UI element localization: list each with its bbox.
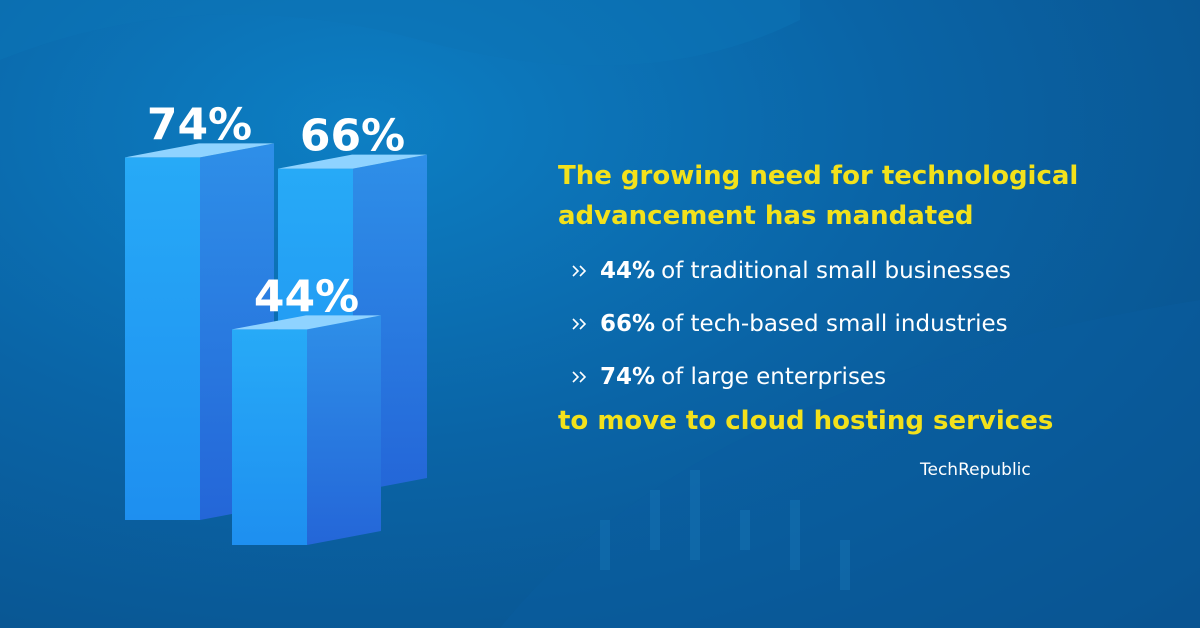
bar-value-label: 66%	[300, 111, 405, 162]
bullet-icon	[572, 265, 587, 277]
bullet-value: 74%	[600, 364, 656, 390]
bar	[125, 157, 200, 520]
bullet: 44% of traditional small businesses	[570, 258, 1011, 284]
bullet-value: 44%	[600, 258, 656, 284]
footer-text: to move to cloud hosting services	[558, 406, 1054, 436]
bullet: 66% of tech-based small industries	[570, 311, 1008, 337]
bullet-value: 66%	[600, 311, 656, 337]
bullet-icon	[572, 371, 587, 383]
bar-chart: 74% 66% 44%	[125, 99, 427, 545]
headline: The growing need for technological advan…	[558, 161, 1079, 231]
bullet-text: of traditional small businesses	[661, 258, 1011, 284]
bar-top	[232, 315, 381, 330]
bullet: 74% of large enterprises	[570, 364, 886, 390]
bar	[232, 329, 307, 545]
bar-side	[307, 315, 381, 545]
source: TechRepublic	[920, 460, 1031, 480]
bar-top	[278, 154, 427, 169]
bullet-text: of tech-based small industries	[661, 311, 1008, 337]
bullet-icon	[572, 318, 587, 330]
bar-top	[125, 143, 274, 158]
bullet-text: of large enterprises	[661, 364, 887, 390]
bar-value-label: 74%	[147, 99, 252, 150]
bar-value-label: 44%	[254, 271, 359, 322]
